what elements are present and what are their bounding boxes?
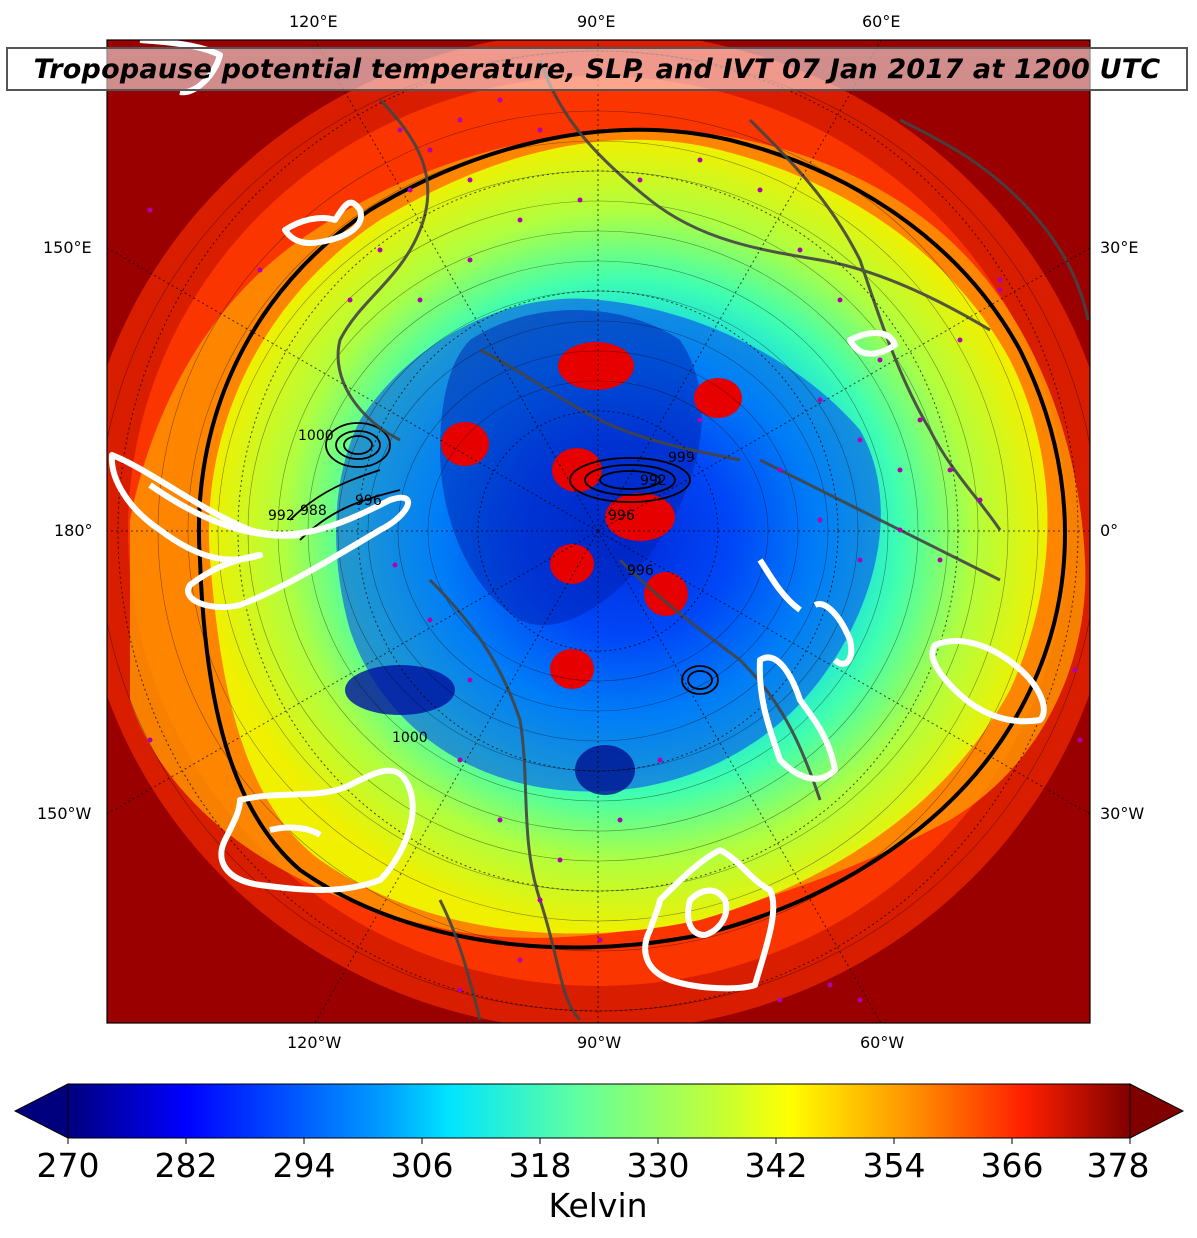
map-panel: 1000 996 992 988 996 999 992 996 1000 xyxy=(107,40,1090,1023)
slp-labels: 1000 996 992 988 996 999 992 996 1000 xyxy=(268,428,695,746)
colorbar-extend-min xyxy=(13,1083,69,1139)
colorbar-tick-label: 306 xyxy=(390,1146,454,1185)
lon-label-left: 180° xyxy=(54,521,93,540)
lon-label-right: 0° xyxy=(1100,521,1119,540)
slp-label: 992 xyxy=(268,508,295,524)
colorbar-label: Kelvin xyxy=(548,1186,648,1225)
lon-label-bottom: 120°W xyxy=(287,1033,342,1052)
colorbar-extend-max xyxy=(1129,1083,1185,1139)
lon-label-left: 150°E xyxy=(43,238,92,257)
ivt-contours xyxy=(108,40,1047,992)
map-frame xyxy=(106,39,1091,1024)
colorbar-tick-label: 366 xyxy=(980,1146,1044,1185)
lon-label-left: 150°W xyxy=(37,804,92,823)
lon-label-top: 120°E xyxy=(289,12,338,31)
slp-label: 999 xyxy=(668,450,695,466)
lon-label-right: 30°W xyxy=(1100,804,1145,823)
slp-label: 1000 xyxy=(298,428,334,444)
slp-contours xyxy=(289,422,719,695)
tropopause-break-line xyxy=(197,127,1067,950)
lon-label-bottom: 90°W xyxy=(577,1033,622,1052)
colorbar-tick-label: 282 xyxy=(154,1146,218,1185)
slp-label: 992 xyxy=(640,473,667,489)
colorbar-tick-label: 294 xyxy=(272,1146,336,1185)
slp-label: 996 xyxy=(608,508,635,524)
colorbar xyxy=(13,1083,1185,1144)
colorbar-ticks xyxy=(67,1138,1131,1144)
lon-label-right: 30°E xyxy=(1100,238,1139,257)
colorbar-tick-label: 330 xyxy=(626,1146,690,1185)
slp-label: 996 xyxy=(627,563,654,579)
lon-label-top: 60°E xyxy=(862,12,901,31)
slp-label: 988 xyxy=(300,503,327,519)
lon-label-top: 90°E xyxy=(577,12,616,31)
high-theta-patches xyxy=(441,342,742,689)
colorbar-tick-label: 342 xyxy=(744,1146,808,1185)
colorbar-tick-label: 318 xyxy=(508,1146,572,1185)
title-box: Tropopause potential temperature, SLP, a… xyxy=(6,47,1188,91)
page-title: Tropopause potential temperature, SLP, a… xyxy=(33,53,1161,85)
slp-label: 996 xyxy=(355,493,382,509)
colorbar-tick-label: 378 xyxy=(1086,1146,1150,1185)
coastlines xyxy=(336,59,1090,1022)
colorbar-tick-label: 270 xyxy=(36,1146,100,1185)
slp-label: 1000 xyxy=(392,730,428,746)
colorbar-tick-label: 354 xyxy=(862,1146,926,1185)
lon-label-bottom: 60°W xyxy=(860,1033,905,1052)
colorbar-body xyxy=(68,1084,1130,1138)
station-markers xyxy=(147,97,1083,1003)
